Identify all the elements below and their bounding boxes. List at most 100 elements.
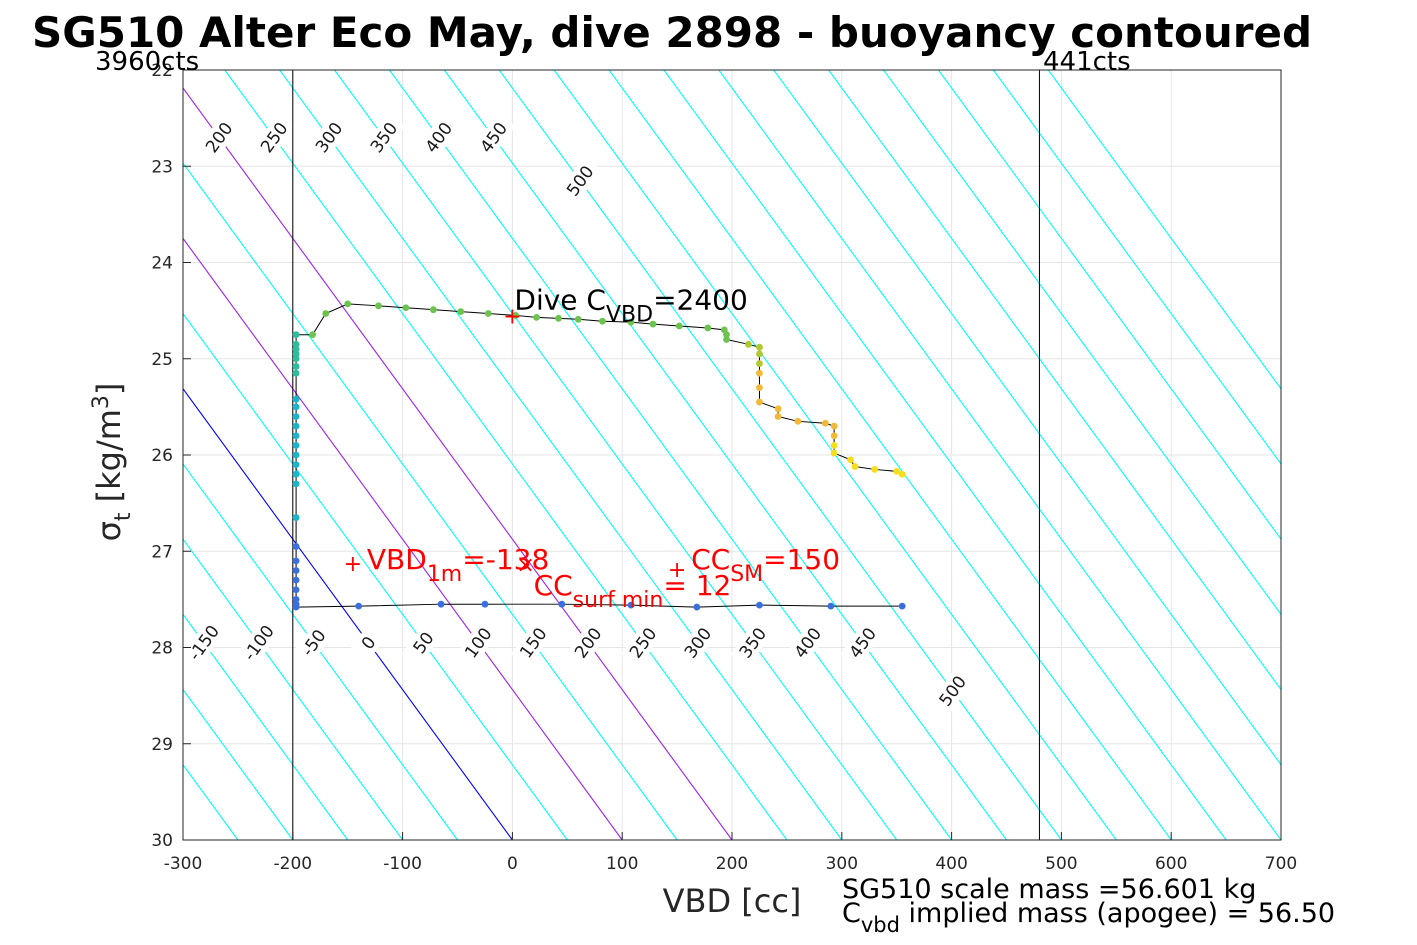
contour-label-bg <box>930 666 975 716</box>
data-point-descent <box>292 576 300 584</box>
data-point-step-2 <box>830 432 838 440</box>
data-point-step-2 <box>830 422 838 430</box>
data-point-step-2 <box>774 413 782 420</box>
data-point-mid-profile <box>292 422 300 430</box>
grid <box>182 69 1282 841</box>
data-point-upper <box>292 363 300 370</box>
svg-text:σt [kg/m3]: σt [kg/m3] <box>89 383 136 542</box>
y-tick-label: 22 <box>151 61 173 81</box>
data-point-upper <box>292 340 300 348</box>
x-tick-label: -100 <box>383 854 422 874</box>
y-tick-label: 30 <box>151 831 173 851</box>
data-point-descent <box>437 600 445 608</box>
buoyancy-contour-line <box>183 463 458 840</box>
data-point-climb <box>512 312 520 319</box>
data-point-climb <box>723 331 730 339</box>
implied-mass-sub: vbd <box>861 913 900 937</box>
contour-lines <box>0 70 1281 840</box>
contour-label-bg <box>675 618 720 667</box>
data-point-step-1 <box>756 343 763 351</box>
dive-cvbd-label: Dive CVBD=2400 <box>514 283 747 327</box>
data-point-step-3 <box>830 441 838 449</box>
data-point-climb <box>627 318 635 326</box>
top-right-count-label: 441cts <box>1043 47 1131 77</box>
data-point-climb <box>402 304 410 312</box>
contour-label-bg <box>291 618 336 667</box>
buoyancy-contour-line <box>183 387 513 840</box>
vbd-1m-marker: + <box>344 552 362 577</box>
dive-cvbd-marker: + <box>503 304 521 329</box>
data-point-descent <box>355 602 363 610</box>
data-point-climb <box>309 331 316 339</box>
contour-label-bg <box>620 618 665 667</box>
data-point-climb <box>555 314 562 322</box>
y-tick-label: 27 <box>151 542 173 562</box>
vbd-1m-label: VBD1m=-138 <box>367 543 549 587</box>
data-point-upper <box>292 345 300 353</box>
x-tick-label: 600 <box>1155 854 1187 874</box>
contour-label-bg <box>361 113 406 162</box>
x-tick-label: 0 <box>507 854 518 874</box>
data-point-step-3 <box>847 456 854 464</box>
axis-ticks: -300 -200 -100 0 100 200 300 400 500 600 700 22 23 24… <box>151 61 1297 874</box>
data-point-climb <box>344 300 352 308</box>
chart-title: SG510 Alter Eco May, dive 2898 - buoyanc… <box>32 8 1312 57</box>
buoyancy-contour-line <box>1047 70 1281 390</box>
data-point-step-1 <box>745 340 752 348</box>
data-point-step-2 <box>756 369 763 377</box>
data-point-descent <box>693 603 701 611</box>
footer-text: SG510 scale mass =56.601 kg Cvbd implied… <box>842 874 1335 937</box>
cc-sm-label: CCSM=150 <box>691 543 840 587</box>
data-point-mid-profile <box>292 514 300 521</box>
y-tick-label: 23 <box>151 157 173 177</box>
data-point-descent <box>627 601 635 609</box>
x-axis-label: VBD [cc] <box>663 882 802 920</box>
data-point-climb <box>457 308 465 315</box>
data-point-step-3 <box>851 463 859 470</box>
contour-label-bg <box>566 618 610 667</box>
data-point-descent <box>292 595 300 603</box>
data-point-upper <box>292 350 300 358</box>
implied-mass-c: C <box>842 898 861 929</box>
annotations: +Dive CVBD=2400+ VBD1m=-138×CCsurf min= 1… <box>344 283 840 612</box>
data-point-climb <box>675 322 683 330</box>
data-point-step-2 <box>756 398 763 406</box>
scale-mass-label: SG510 scale mass =56.601 kg <box>842 874 1256 905</box>
contour-label-bg <box>456 618 500 667</box>
contour-label-bg <box>197 113 241 162</box>
data-point-mid-profile <box>292 432 300 440</box>
data-point-mid-profile <box>292 395 300 403</box>
buoyancy-contour-line <box>828 70 1281 691</box>
y-tick-label: 26 <box>151 446 173 466</box>
data-point-descent <box>292 586 300 594</box>
x-tick-label: 100 <box>606 854 638 874</box>
data-point-climb <box>429 306 437 314</box>
data-point-climb <box>649 320 657 328</box>
data-point-step-3 <box>893 467 901 475</box>
data-point-descent <box>481 600 489 608</box>
buoyancy-contour-line <box>608 70 1172 840</box>
x-tick-label: 300 <box>826 854 858 874</box>
contour-label-bg <box>306 113 351 162</box>
buoyancy-contour-line <box>718 70 1281 840</box>
svg-text:Cvbd implied mass (apogee) = 5: Cvbd implied mass (apogee) = 56.50 <box>842 898 1335 937</box>
buoyancy-contour-line <box>334 70 898 840</box>
data-point-climb <box>375 302 382 310</box>
x-tick-label: 400 <box>935 854 967 874</box>
data-point-step-1 <box>756 360 763 367</box>
y-axis-label: σt [kg/m3] <box>89 383 136 542</box>
contour-label-bg <box>401 618 446 667</box>
x-tick-label: 200 <box>716 854 748 874</box>
data-point-climb <box>704 324 712 332</box>
data-point-upper <box>292 331 300 339</box>
data-point-descent <box>292 567 300 574</box>
buoyancy-contour-line <box>0 70 73 840</box>
data-point-descent <box>292 543 300 550</box>
buoyancy-contour-line <box>773 70 1281 766</box>
data-point-step-3 <box>898 470 906 478</box>
buoyancy-contour-line <box>183 312 568 840</box>
x-tick-label: 700 <box>1265 854 1297 874</box>
data-point-mid-profile <box>292 403 300 411</box>
data-point-descent <box>827 602 835 610</box>
